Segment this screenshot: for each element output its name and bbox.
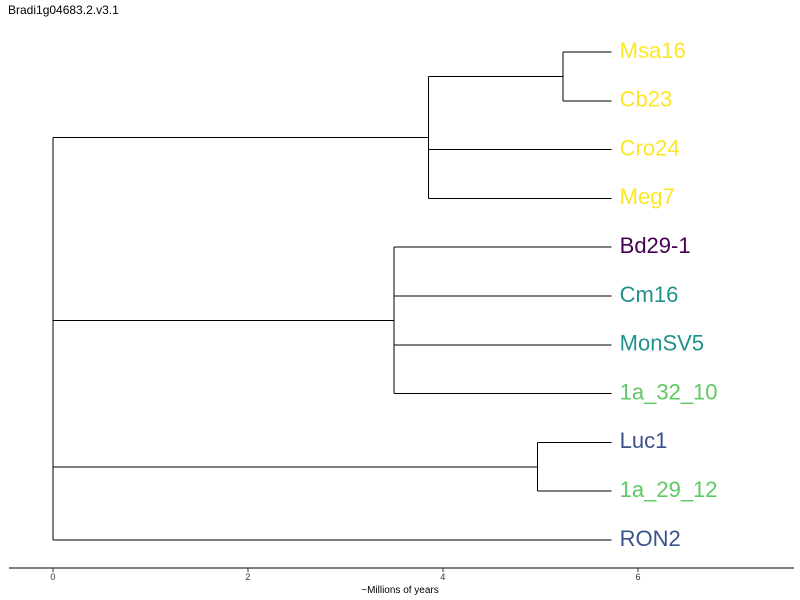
tip-label: Bd29-1 bbox=[620, 233, 691, 258]
tip-label: MonSV5 bbox=[620, 331, 704, 356]
x-tick-label: 4 bbox=[440, 572, 445, 582]
tip-labels: Msa16 Cb23 Cro24 Meg7 Bd29-1 Cm16 MonSV5 1a_32_… bbox=[620, 38, 718, 551]
x-axis-ticks: 0 2 4 6 bbox=[50, 568, 640, 582]
x-tick-label: 2 bbox=[245, 572, 250, 582]
tip-label: Cro24 bbox=[620, 135, 680, 160]
tip-label: 1a_32_10 bbox=[620, 379, 718, 404]
x-axis: 0 2 4 6 ~Millions of years bbox=[9, 567, 794, 596]
tip-label: Meg7 bbox=[620, 184, 675, 209]
tip-label: Msa16 bbox=[620, 38, 686, 63]
x-tick-label: 6 bbox=[635, 572, 640, 582]
tip-label: RON2 bbox=[620, 526, 681, 551]
x-tick-label: 0 bbox=[50, 572, 55, 582]
tip-label: Cb23 bbox=[620, 87, 673, 112]
tip-label: 1a_29_12 bbox=[620, 477, 718, 502]
tip-label: Cm16 bbox=[620, 282, 679, 307]
figure-title: Bradi1g04683.2.v3.1 bbox=[8, 3, 119, 17]
tree-branches bbox=[52, 51, 612, 541]
x-axis-label: ~Millions of years bbox=[361, 585, 439, 596]
tip-label: Luc1 bbox=[620, 428, 668, 453]
